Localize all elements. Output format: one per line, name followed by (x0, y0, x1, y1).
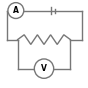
Circle shape (8, 3, 24, 18)
Text: A: A (13, 6, 19, 15)
Circle shape (34, 59, 54, 78)
Text: V: V (41, 64, 47, 73)
